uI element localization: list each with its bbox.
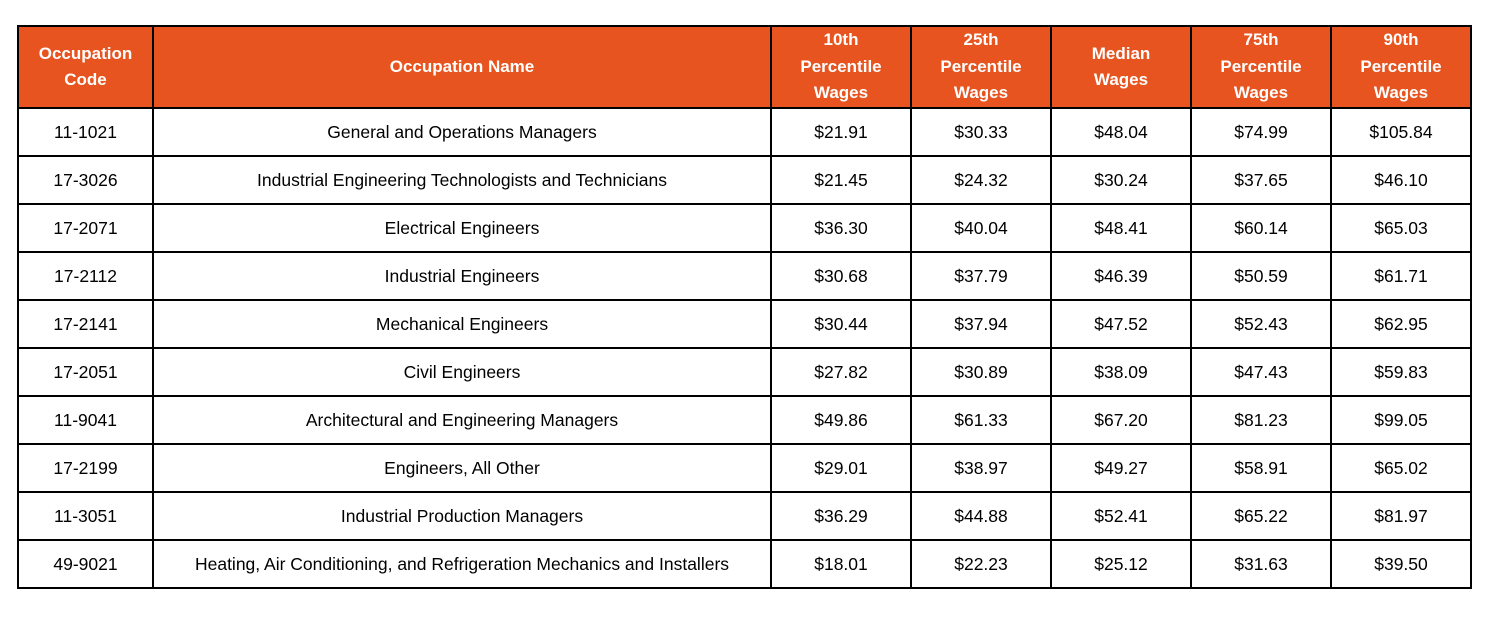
header-occupation-name: Occupation Name <box>152 25 772 109</box>
wage-10th-cell: $30.44 <box>770 299 912 349</box>
wage-10th-cell: $30.68 <box>770 251 912 301</box>
header-75th-percentile-wages: 75th Percentile Wages <box>1190 25 1332 109</box>
table-row: 11-3051 Industrial Production Managers $… <box>17 491 1472 541</box>
occupation-code-cell: 17-3026 <box>17 155 154 205</box>
wage-75th-cell: $81.23 <box>1190 395 1332 445</box>
wage-25th-cell: $44.88 <box>910 491 1052 541</box>
occupation-code-cell: 17-2071 <box>17 203 154 253</box>
wage-median-cell: $47.52 <box>1050 299 1192 349</box>
wage-75th-cell: $60.14 <box>1190 203 1332 253</box>
wage-10th-cell: $27.82 <box>770 347 912 397</box>
table-row: 11-1021 General and Operations Managers … <box>17 107 1472 157</box>
wage-10th-cell: $29.01 <box>770 443 912 493</box>
wage-10th-cell: $21.91 <box>770 107 912 157</box>
occupation-name-cell: Engineers, All Other <box>152 443 772 493</box>
wage-90th-cell: $46.10 <box>1330 155 1472 205</box>
wage-25th-cell: $30.89 <box>910 347 1052 397</box>
wage-90th-cell: $65.02 <box>1330 443 1472 493</box>
wage-median-cell: $38.09 <box>1050 347 1192 397</box>
wage-25th-cell: $37.94 <box>910 299 1052 349</box>
occupation-name-cell: Mechanical Engineers <box>152 299 772 349</box>
table-row: 17-2071 Electrical Engineers $36.30 $40.… <box>17 203 1472 253</box>
wage-median-cell: $67.20 <box>1050 395 1192 445</box>
wage-90th-cell: $39.50 <box>1330 539 1472 589</box>
header-25th-percentile-wages: 25th Percentile Wages <box>910 25 1052 109</box>
wage-75th-cell: $52.43 <box>1190 299 1332 349</box>
wage-75th-cell: $58.91 <box>1190 443 1332 493</box>
occupation-code-cell: 11-3051 <box>17 491 154 541</box>
wage-table: Occupation Code Occupation Name 10th Per… <box>17 25 1472 589</box>
wage-75th-cell: $37.65 <box>1190 155 1332 205</box>
wage-median-cell: $48.04 <box>1050 107 1192 157</box>
wage-25th-cell: $38.97 <box>910 443 1052 493</box>
table-row: 17-2112 Industrial Engineers $30.68 $37.… <box>17 251 1472 301</box>
wage-75th-cell: $31.63 <box>1190 539 1332 589</box>
occupation-name-cell: Architectural and Engineering Managers <box>152 395 772 445</box>
wage-25th-cell: $24.32 <box>910 155 1052 205</box>
occupation-code-cell: 17-2051 <box>17 347 154 397</box>
occupation-code-cell: 17-2112 <box>17 251 154 301</box>
wage-median-cell: $48.41 <box>1050 203 1192 253</box>
wage-90th-cell: $99.05 <box>1330 395 1472 445</box>
wage-90th-cell: $62.95 <box>1330 299 1472 349</box>
occupation-name-cell: Industrial Production Managers <box>152 491 772 541</box>
header-10th-percentile-wages: 10th Percentile Wages <box>770 25 912 109</box>
wage-25th-cell: $22.23 <box>910 539 1052 589</box>
wage-90th-cell: $59.83 <box>1330 347 1472 397</box>
wage-median-cell: $52.41 <box>1050 491 1192 541</box>
wage-90th-cell: $105.84 <box>1330 107 1472 157</box>
header-90th-percentile-wages: 90th Percentile Wages <box>1330 25 1472 109</box>
wage-median-cell: $49.27 <box>1050 443 1192 493</box>
wage-25th-cell: $30.33 <box>910 107 1052 157</box>
header-row: Occupation Code Occupation Name 10th Per… <box>17 25 1472 109</box>
occupation-code-cell: 11-1021 <box>17 107 154 157</box>
table-row: 17-2141 Mechanical Engineers $30.44 $37.… <box>17 299 1472 349</box>
occupation-code-cell: 17-2141 <box>17 299 154 349</box>
occupation-code-cell: 17-2199 <box>17 443 154 493</box>
wage-10th-cell: $36.30 <box>770 203 912 253</box>
wage-75th-cell: $47.43 <box>1190 347 1332 397</box>
table-row: 11-9041 Architectural and Engineering Ma… <box>17 395 1472 445</box>
occupation-name-cell: Industrial Engineers <box>152 251 772 301</box>
wage-10th-cell: $49.86 <box>770 395 912 445</box>
wage-25th-cell: $61.33 <box>910 395 1052 445</box>
wage-median-cell: $46.39 <box>1050 251 1192 301</box>
header-median-wages: Median Wages <box>1050 25 1192 109</box>
wage-25th-cell: $37.79 <box>910 251 1052 301</box>
table-row: 17-3026 Industrial Engineering Technolog… <box>17 155 1472 205</box>
occupation-code-cell: 49-9021 <box>17 539 154 589</box>
wage-10th-cell: $36.29 <box>770 491 912 541</box>
table-row: 49-9021 Heating, Air Conditioning, and R… <box>17 539 1472 589</box>
wage-90th-cell: $65.03 <box>1330 203 1472 253</box>
occupation-name-cell: Heating, Air Conditioning, and Refrigera… <box>152 539 772 589</box>
occupation-name-cell: General and Operations Managers <box>152 107 772 157</box>
occupation-name-cell: Electrical Engineers <box>152 203 772 253</box>
table-row: 17-2051 Civil Engineers $27.82 $30.89 $3… <box>17 347 1472 397</box>
occupation-name-cell: Civil Engineers <box>152 347 772 397</box>
table-row: 17-2199 Engineers, All Other $29.01 $38.… <box>17 443 1472 493</box>
wage-10th-cell: $21.45 <box>770 155 912 205</box>
occupation-code-cell: 11-9041 <box>17 395 154 445</box>
wage-median-cell: $30.24 <box>1050 155 1192 205</box>
occupation-name-cell: Industrial Engineering Technologists and… <box>152 155 772 205</box>
wage-25th-cell: $40.04 <box>910 203 1052 253</box>
wage-75th-cell: $65.22 <box>1190 491 1332 541</box>
wage-median-cell: $25.12 <box>1050 539 1192 589</box>
header-occupation-code: Occupation Code <box>17 25 154 109</box>
wage-90th-cell: $81.97 <box>1330 491 1472 541</box>
wage-90th-cell: $61.71 <box>1330 251 1472 301</box>
wage-75th-cell: $50.59 <box>1190 251 1332 301</box>
wage-10th-cell: $18.01 <box>770 539 912 589</box>
wage-75th-cell: $74.99 <box>1190 107 1332 157</box>
